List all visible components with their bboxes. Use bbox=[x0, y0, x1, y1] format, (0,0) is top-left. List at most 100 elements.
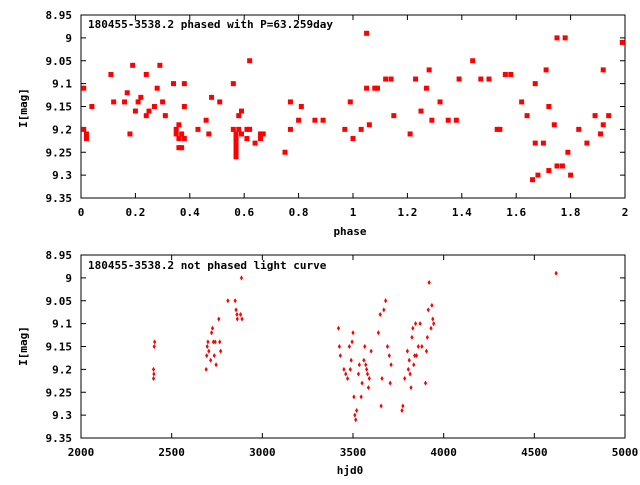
unphased-plot-data-point bbox=[366, 385, 371, 391]
phased-plot-data-point bbox=[600, 122, 606, 128]
phased-plot-data-point bbox=[258, 131, 264, 137]
phased-plot-data-point bbox=[157, 62, 163, 68]
phased-plot-data-point bbox=[391, 113, 397, 119]
phased-plot-y-tick-label: 9.35 bbox=[46, 192, 73, 205]
phased-plot-data-point bbox=[494, 126, 500, 132]
unphased-plot-data-point bbox=[359, 394, 363, 400]
unphased-plot-data-point bbox=[351, 330, 355, 336]
phased-plot-x-tick-label: 0.4 bbox=[180, 206, 200, 219]
unphased-plot-y-ticks: 8.95 9 9.05 9.1 9.15 9.2 9.25 9.3 9.35 bbox=[46, 249, 625, 445]
unphased-plot-data-point bbox=[151, 376, 156, 382]
unphased-plot-data-point bbox=[400, 408, 404, 414]
unphased-plot-data-point bbox=[424, 348, 429, 354]
phased-plot-data-point bbox=[429, 117, 435, 123]
phased-plot-xlabel: phase bbox=[333, 225, 366, 238]
phased-plot-data-point bbox=[233, 149, 239, 155]
phased-plot-data-point bbox=[568, 172, 574, 178]
phased-plot-data-point bbox=[151, 104, 157, 109]
unphased-plot-data-point bbox=[356, 371, 361, 377]
phased-plot-data-point bbox=[122, 99, 128, 105]
phased-plot-data-point bbox=[247, 58, 253, 64]
phased-plot-data-point bbox=[445, 117, 451, 123]
phased-plot-data-point bbox=[358, 126, 364, 132]
unphased-plot-y-tick-label: 9.2 bbox=[52, 363, 72, 376]
phased-plot-points bbox=[81, 30, 625, 183]
phased-plot-data-point bbox=[238, 108, 244, 114]
phased-plot-y-tick-label: 9.2 bbox=[52, 123, 72, 136]
unphased-plot-data-point bbox=[342, 366, 346, 372]
phased-plot-data-point bbox=[154, 85, 160, 91]
phased-plot-data-point bbox=[540, 140, 546, 146]
unphased-plot-data-point bbox=[418, 321, 422, 327]
phased-plot-x-tick-label: 1.2 bbox=[397, 206, 417, 219]
phased-plot-data-point bbox=[366, 122, 372, 128]
phased-plot-data-point bbox=[176, 145, 182, 151]
unphased-plot-y-tick-label: 8.95 bbox=[46, 249, 73, 262]
unphased-plot-data-point bbox=[385, 344, 390, 349]
phased-plot-data-point bbox=[546, 104, 552, 109]
unphased-plot-data-point bbox=[413, 353, 417, 359]
phased-plot-data-point bbox=[138, 94, 144, 100]
phased-plot-data-point bbox=[342, 126, 348, 132]
phased-plot-data-point bbox=[162, 113, 168, 119]
phased-plot-data-point bbox=[195, 126, 201, 132]
phased-plot-data-point bbox=[176, 122, 182, 128]
phased-plot-data-point bbox=[233, 145, 239, 151]
phased-plot-data-point bbox=[179, 131, 185, 137]
phased-plot-data-point bbox=[364, 30, 370, 36]
unphased-plot-data-point bbox=[206, 339, 210, 345]
phased-plot-data-point bbox=[247, 126, 253, 132]
phased-plot-data-point bbox=[230, 126, 236, 132]
phased-plot-data-point bbox=[374, 85, 380, 91]
unphased-plot-data-point bbox=[431, 316, 435, 322]
phased-plot-data-point bbox=[546, 168, 552, 174]
unphased-plot-title: 180455-3538.2 not phased light curve bbox=[88, 259, 327, 272]
unphased-plot-data-point bbox=[369, 348, 373, 354]
phased-plot-data-point bbox=[388, 76, 394, 82]
phased-plot-data-point bbox=[173, 126, 179, 132]
phased-plot-data-point bbox=[350, 136, 356, 142]
unphased-plot-data-point bbox=[239, 275, 244, 281]
phased-plot-data-point bbox=[203, 117, 209, 123]
unphased-plot-data-point bbox=[218, 339, 222, 345]
unphased-plot-data-point bbox=[338, 353, 342, 359]
unphased-plot-data-point bbox=[367, 376, 371, 382]
unphased-plot-data-point bbox=[213, 339, 217, 345]
unphased-plot-data-point bbox=[407, 357, 411, 363]
unphased-plot-data-point bbox=[233, 298, 237, 304]
unphased-plot-data-point bbox=[350, 339, 354, 345]
phased-plot-x-tick-label: 1.8 bbox=[561, 206, 581, 219]
phased-plot-x-tick-label: 0.8 bbox=[289, 206, 309, 219]
phased-plot-data-point bbox=[233, 140, 239, 146]
unphased-plot-data-point bbox=[209, 357, 213, 363]
phased-plot-data-point bbox=[619, 39, 625, 45]
unphased-plot-data-point bbox=[426, 307, 430, 313]
phased-plot-data-point bbox=[554, 35, 560, 41]
phased-plot-title: 180455-3538.2 phased with P=63.259day bbox=[88, 18, 333, 31]
phased-plot-data-point bbox=[252, 140, 258, 146]
phased-plot-data-point bbox=[437, 99, 443, 105]
phased-plot-data-point bbox=[532, 140, 538, 146]
phased-plot-x-ticks: 0 0.2 0.4 0.6 0.8 1 1.2 1.4 1.6 1.8 2 bbox=[78, 15, 628, 219]
unphased-plot-data-point bbox=[234, 307, 238, 313]
phased-plot-data-point bbox=[320, 117, 326, 123]
unphased-plot-data-point bbox=[403, 376, 407, 382]
unphased-plot-data-point bbox=[425, 334, 429, 340]
unphased-plot-data-point bbox=[352, 394, 356, 400]
unphased-plot-data-point bbox=[387, 353, 391, 359]
phased-plot-data-point bbox=[426, 67, 432, 73]
phased-plot-data-point bbox=[508, 71, 514, 77]
phased-plot-data-point bbox=[170, 81, 176, 87]
unphased-plot-data-point bbox=[360, 380, 364, 386]
phased-plot-x-tick-label: 0.6 bbox=[234, 206, 254, 219]
unphased-plot-data-point bbox=[219, 348, 223, 354]
unphased-plot-data-point bbox=[388, 380, 392, 386]
unphased-plot-data-point bbox=[364, 362, 368, 368]
phased-plot-ylabel: I[mag] bbox=[17, 88, 30, 128]
unphased-plot-data-point bbox=[205, 353, 209, 359]
unphased-plot-x-ticks: 2000 2500 3000 3500 4000 4500 5000 bbox=[68, 255, 638, 459]
unphased-plot-data-point bbox=[336, 325, 341, 331]
phased-plot-data-point bbox=[287, 99, 293, 105]
phased-plot-data-point bbox=[135, 99, 141, 105]
